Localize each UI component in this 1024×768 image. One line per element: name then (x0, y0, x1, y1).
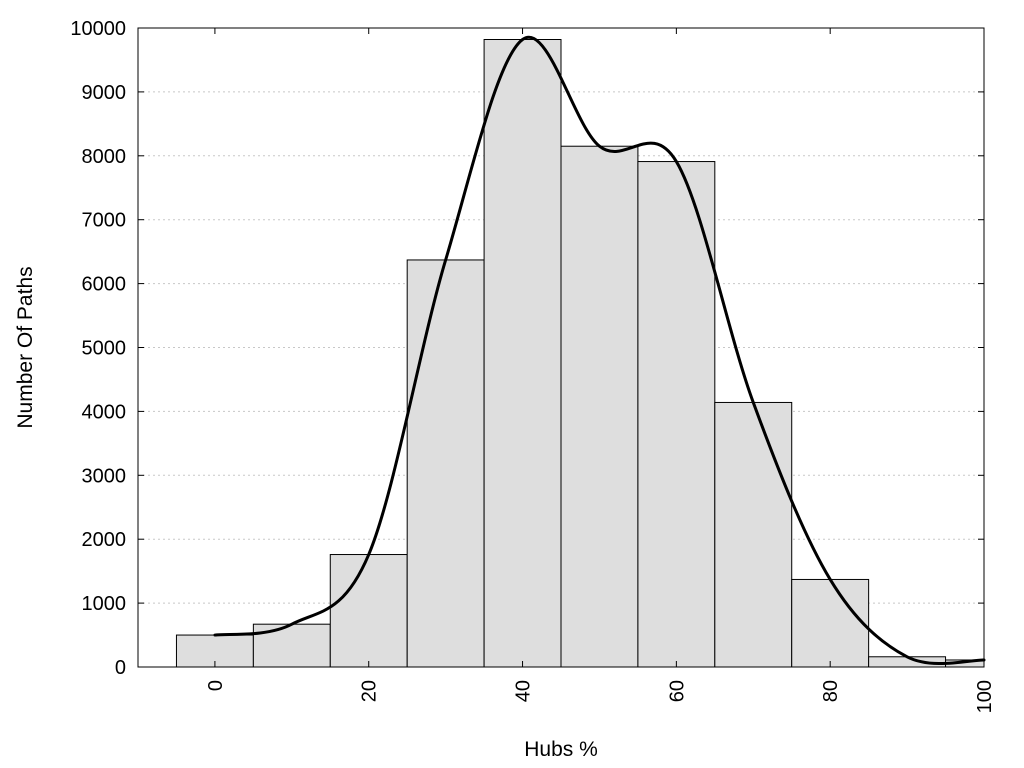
density-curve-layer (213, 35, 986, 666)
histogram-bar-40 (483, 39, 562, 668)
histogram-bar-10 (252, 623, 331, 668)
y-tick-label-2000: 2000 (82, 529, 127, 551)
density-curve (213, 35, 986, 666)
y-tick-label-0: 0 (115, 657, 126, 679)
histogram-bar-60 (637, 161, 716, 668)
grid-lines (138, 91, 984, 604)
x-tick-label-60: 60 (666, 680, 688, 702)
x-tick-label-100: 100 (974, 680, 996, 713)
y-axis-title: Number Of Paths (14, 266, 37, 428)
x-tick-label-80: 80 (820, 680, 842, 702)
histogram-bar-20 (329, 554, 408, 668)
histogram-bar-50 (560, 145, 639, 668)
x-tick-label-0: 0 (205, 680, 227, 691)
y-tick-label-9000: 9000 (82, 82, 127, 104)
y-tick-label-5000: 5000 (82, 338, 127, 360)
x-tick-label-20: 20 (359, 680, 381, 702)
y-tick-label-6000: 6000 (82, 274, 127, 296)
x-axis-title: Hubs % (524, 738, 598, 761)
histogram-bar-70 (714, 401, 793, 668)
x-tick-label-40: 40 (513, 680, 535, 702)
histogram-bar-30 (406, 259, 485, 668)
histogram-bar-80 (791, 578, 870, 668)
histogram-bars (175, 39, 985, 668)
y-tick-label-1000: 1000 (82, 593, 127, 615)
y-tick-label-7000: 7000 (82, 210, 127, 232)
y-tick-label-4000: 4000 (82, 401, 127, 423)
y-tick-label-8000: 8000 (82, 146, 127, 168)
axis-ticks: 0100020003000400050006000700080009000100… (70, 18, 996, 713)
y-tick-label-3000: 3000 (82, 465, 127, 487)
y-tick-label-10000: 10000 (70, 18, 126, 40)
